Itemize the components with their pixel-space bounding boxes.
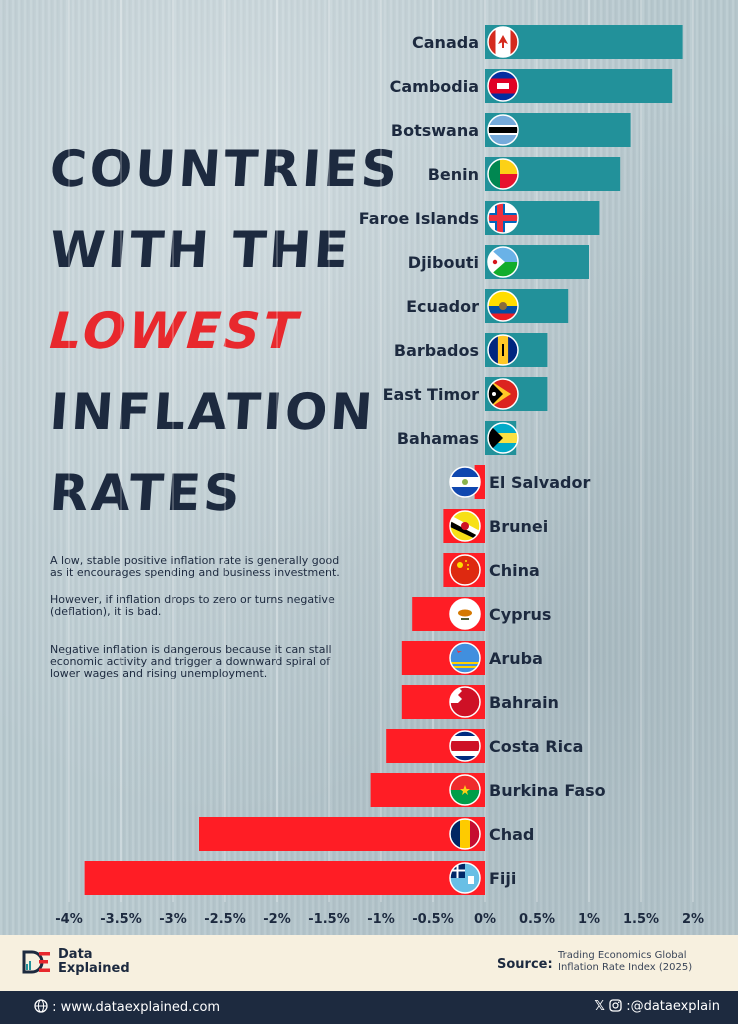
country-label: Canada [412,33,479,52]
x-tick-label: -3% [159,912,186,927]
x-logo-icon: 𝕏 [594,999,605,1014]
bar [199,817,485,851]
bar-group: Faroe Islands [359,201,600,235]
website-text: : www.dataexplained.com [52,1000,221,1015]
description-paragraph-3: Negative inflation is dangerous because … [50,643,332,680]
burkina-faso-flag-icon [449,774,481,806]
inflation-bar-chart: -4% -3.5% -3% -2.5% -2% -1.5% -1% -0.5% 0% 0.5% 1%… [55,0,704,927]
brand-line-2: Explained [58,961,130,976]
country-label: Brunei [489,517,548,536]
country-label: Bahamas [397,429,479,448]
bar-group: Benin [428,157,621,191]
footer [0,935,738,991]
social-handle[interactable]: 𝕏 :@dataexplain [594,999,720,1014]
country-label: Fiji [489,869,516,888]
x-tick-label: -3.5% [100,912,141,927]
source-text: Trading Economics Global Inflation Rate … [558,950,693,973]
country-label: Aruba [489,649,543,668]
data-explained-logo-icon [22,950,50,974]
x-tick-label: -2.5% [204,912,245,927]
east-timor-flag-icon [487,378,519,410]
x-tick-label: -1% [367,912,394,927]
country-label: Bahrain [489,693,559,712]
brand-line-1: Data [58,947,93,962]
x-tick-label: -4% [55,912,82,927]
chad-flag-icon [449,818,481,850]
cambodia-flag-icon [487,70,519,102]
china-flag-icon [449,554,481,586]
bar-group: Djibouti [408,245,589,279]
source-label: Source: [497,957,553,972]
costa-rica-flag-icon [449,730,481,762]
description-paragraph-1: A low, stable positive inflation rate is… [50,554,340,579]
bahamas-flag-icon [487,422,519,454]
website-link[interactable]: : www.dataexplained.com [34,999,220,1015]
bar-group: El Salvador [449,465,590,499]
country-label: Benin [428,165,479,184]
bar-group: Botswana [391,113,631,147]
brunei-flag-icon [449,510,481,542]
cyprus-flag-icon [449,598,481,630]
x-tick-label: -0.5% [412,912,453,927]
country-label: Cyprus [489,605,551,624]
barbados-flag-icon [487,334,519,366]
country-label: Botswana [391,121,479,140]
country-label: Barbados [394,341,479,360]
country-label: Faroe Islands [359,209,479,228]
brand-name: Data Explained [58,948,130,976]
background [0,0,738,935]
djibouti-flag-icon [487,246,519,278]
botswana-flag-icon [487,114,519,146]
fiji-flag-icon [449,862,481,894]
country-label: Chad [489,825,534,844]
el-salvador-flag-icon [449,466,481,498]
bar-group: Barbados [394,333,548,367]
x-tick-label: 0% [474,912,496,927]
bar-group: Cyprus [412,597,551,631]
bar-group: Brunei [443,509,548,543]
bar-group: Chad [199,817,534,851]
country-label: Djibouti [408,253,479,272]
country-label: East Timor [383,385,480,404]
country-label: Cambodia [390,77,479,96]
benin-flag-icon [487,158,519,190]
country-label: China [489,561,540,580]
x-tick-label: 2% [682,912,704,927]
bar-group: Cambodia [390,69,673,103]
bar-group: Burkina Faso [370,773,606,807]
ecuador-flag-icon [487,290,519,322]
bar-group: East Timor [383,377,548,411]
bar-group: Costa Rica [386,729,583,763]
x-tick-label: 1% [578,912,600,927]
x-tick-label: -1.5% [308,912,349,927]
bahrain-flag-icon [449,686,481,718]
bar-group: Bahamas [397,421,519,455]
country-label: El Salvador [489,473,590,492]
bar-group: Canada [412,25,683,59]
x-tick-label: 1.5% [623,912,659,927]
instagram-icon [609,999,622,1012]
bar-group: China [443,553,540,587]
country-label: Costa Rica [489,737,583,756]
aruba-flag-icon [449,642,481,674]
x-tick-label: -2% [263,912,290,927]
bar-group: Aruba [401,641,543,675]
bar-group: Bahrain [401,685,559,719]
canada-flag-icon [487,26,519,58]
country-label: Ecuador [406,297,479,316]
bar [84,861,485,895]
x-tick-label: 0.5% [519,912,555,927]
country-label: Burkina Faso [489,781,606,800]
bar-group: Ecuador [406,289,569,323]
globe-icon [34,999,48,1013]
description-paragraph-2: However, if inflation drops to zero or t… [50,593,335,618]
bar-group: Fiji [84,861,516,895]
faroe-islands-flag-icon [487,202,519,234]
social-text: :@dataexplain [626,999,720,1014]
